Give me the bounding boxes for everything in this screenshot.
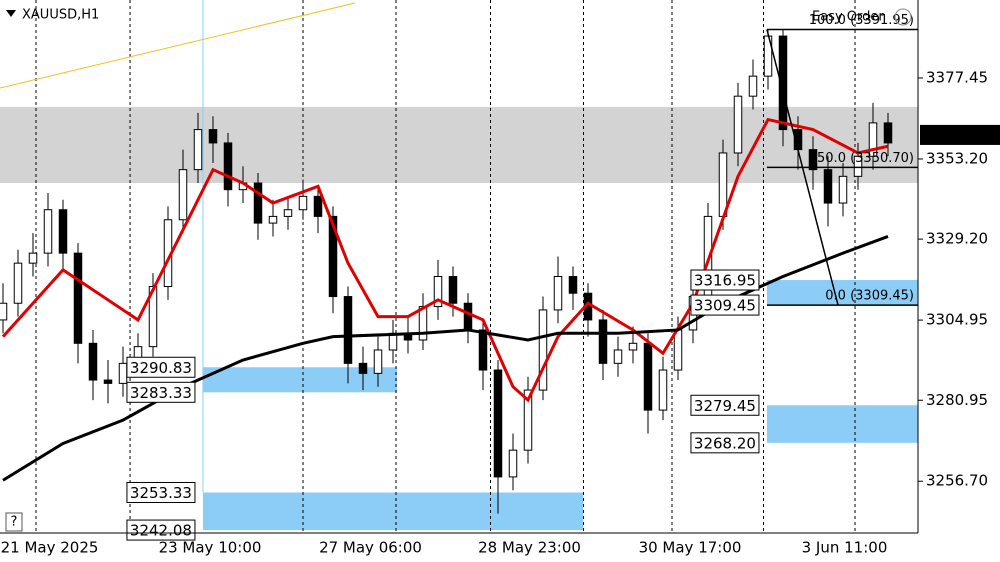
candle-body (538, 309, 548, 391)
candle-body (328, 215, 338, 298)
x-tick-label: 27 May 06:00 (319, 539, 422, 557)
level-box (126, 481, 196, 503)
fibo-label: 0.0 (3309.45) (825, 289, 914, 304)
candle-body (178, 169, 188, 221)
level-label: 3309.45 (694, 297, 756, 315)
candle-body (823, 169, 833, 204)
y-tick-label: 3377.45 (926, 68, 988, 86)
chart-title: XAUUSD,H1 (22, 8, 99, 23)
candle-body (343, 296, 353, 364)
candle-body (838, 175, 848, 204)
candle-body (853, 155, 863, 177)
level-label: 3242.08 (130, 522, 192, 540)
help-button[interactable] (5, 512, 23, 532)
candle-body (748, 75, 758, 97)
candle-body (598, 319, 608, 364)
trendline (0, 2, 356, 89)
level-box (690, 269, 760, 291)
candle-body (883, 122, 893, 144)
level-box (690, 432, 760, 454)
x-tick-label: 23 May 10:00 (159, 539, 262, 557)
level-label: 3290.83 (130, 359, 192, 377)
level-box (690, 294, 760, 316)
candle-body (493, 369, 503, 478)
x-tick-label: 30 May 17:00 (639, 539, 742, 557)
zone (766, 405, 918, 443)
candle-body (463, 302, 473, 331)
level-box (126, 519, 196, 541)
candle-body (358, 362, 368, 374)
fibo-label: 50.0 (3350.70) (817, 151, 914, 166)
candle-body (733, 95, 743, 154)
candle-body (88, 342, 98, 381)
moving-average (1, 117, 889, 403)
y-tick-label: 3353.20 (926, 149, 988, 167)
x-tick-label: 28 May 23:00 (478, 539, 581, 557)
zone (202, 367, 398, 393)
zone (766, 280, 918, 306)
candle-body (298, 195, 308, 211)
easy-order: Easy Order (812, 10, 884, 25)
level-label: 3253.33 (130, 484, 192, 502)
level-label: 3268.20 (694, 434, 756, 452)
y-tick-label: 3256.70 (926, 472, 988, 490)
candle-body (868, 122, 878, 157)
menu-triangle (6, 10, 16, 17)
level-box (126, 356, 196, 378)
help-button-label: ? (11, 515, 18, 530)
candle-body (13, 262, 23, 304)
candle-body (73, 252, 83, 344)
candle-body (283, 209, 293, 217)
candle-body (568, 276, 578, 294)
candle-body (673, 329, 683, 371)
candle-body (433, 276, 443, 308)
candle-body (478, 329, 488, 371)
level-label: 3279.45 (694, 397, 756, 415)
candle-body (118, 362, 128, 384)
candle-body (0, 302, 8, 321)
candle-body (553, 276, 563, 311)
candle-body (28, 252, 38, 264)
y-tick-label: 3304.95 (926, 311, 988, 329)
x-tick-label: 21 May 2025 (1, 539, 99, 557)
candle-body (58, 209, 68, 254)
candle-body (658, 369, 668, 411)
candle-body (103, 379, 113, 384)
level-label: 3283.33 (130, 384, 192, 402)
gray-zone (0, 106, 918, 184)
current-price-label: 3360.40 (926, 126, 988, 144)
candle-body (808, 149, 818, 171)
candle-body (313, 195, 323, 217)
candle-body (268, 215, 278, 224)
level-label: 3316.95 (694, 272, 756, 290)
candle-body (373, 349, 383, 374)
candle-body (448, 276, 458, 304)
zone (202, 492, 584, 531)
candle-body (208, 129, 218, 144)
candle-body (643, 342, 653, 411)
candle-body (43, 209, 53, 254)
candle-body (778, 35, 788, 131)
candle-body (193, 129, 203, 171)
candle-body (628, 342, 638, 351)
y-tick-label: 3280.95 (926, 391, 988, 409)
current-price-box (920, 124, 1000, 145)
level-box (126, 381, 196, 403)
candle-body (523, 389, 533, 451)
x-tick-label: 3 Jun 11:00 (802, 539, 888, 557)
candle-body (508, 449, 518, 478)
y-tick-label: 3329.20 (926, 230, 988, 248)
candle-body (223, 142, 233, 191)
candle-body (253, 182, 263, 224)
candle-body (418, 306, 428, 341)
fibo-label: 100.0 (3391.95) (809, 13, 914, 28)
easy-order-icon (894, 8, 912, 26)
candle-body (613, 349, 623, 364)
level-box (690, 394, 760, 416)
